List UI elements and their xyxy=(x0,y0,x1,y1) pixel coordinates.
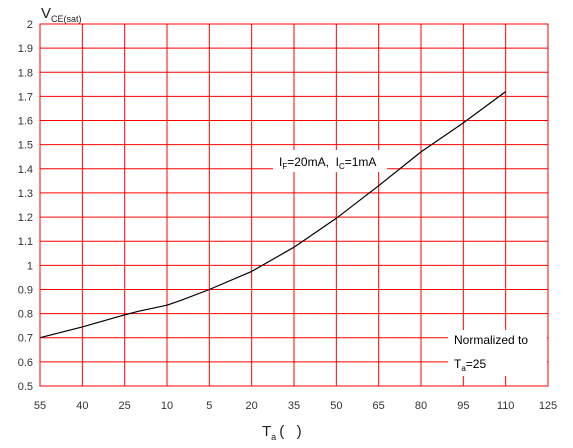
plot-border xyxy=(39,23,549,387)
condition-label: IF=20mA, IC=1mA xyxy=(279,155,376,171)
condition-label-c-sub: C xyxy=(339,162,345,171)
y-tick-label: 1.2 xyxy=(18,212,33,224)
normalized-label-a-sub: a xyxy=(461,364,466,373)
x-axis-title-sub: a xyxy=(271,432,276,442)
x-tick-label: 10 xyxy=(161,400,173,412)
normalized-label-line2: Ta=25 xyxy=(454,357,486,373)
series-line xyxy=(39,91,507,339)
normalized-label-background xyxy=(448,330,547,376)
x-tick-label: 5 xyxy=(206,400,212,412)
y-tick-label: 1.1 xyxy=(18,236,33,248)
y-tick-label: 1.9 xyxy=(18,43,33,55)
condition-label-i: I xyxy=(279,155,282,169)
y-tick-label: 1.7 xyxy=(18,91,33,103)
normalized-label-line1: Normalized to xyxy=(454,333,528,347)
y-tick-label: 1.6 xyxy=(18,116,33,128)
x-tick-label: 125 xyxy=(539,400,557,412)
x-axis-title: Ta( ) xyxy=(262,423,302,442)
y-axis-title-main: V xyxy=(41,5,51,22)
y-tick-label: 1.8 xyxy=(18,67,33,79)
y-tick-label: 1.3 xyxy=(18,188,33,200)
condition-label-background xyxy=(273,150,387,172)
y-tick-label: 1 xyxy=(27,260,33,272)
y-tick-labels: 0.5 0.6 0.7 0.8 0.9 1 1.1 1.2 1.3 1.4 1.5 1.6 1.7 1.8… xyxy=(18,19,33,393)
y-tick-label: 0.6 xyxy=(18,357,33,369)
x-tick-label: 80 xyxy=(415,400,427,412)
x-tick-labels: 55 40 25 10 5 20 35 50 65 80 95 110 125 xyxy=(34,400,557,412)
y-tick-label: 0.8 xyxy=(18,309,33,321)
y-tick-label: 2 xyxy=(27,19,33,31)
y-tick-label: 1.4 xyxy=(18,164,33,176)
series-layer xyxy=(39,91,507,339)
x-tick-label: 20 xyxy=(246,400,258,412)
normalized-label-value: =25 xyxy=(466,357,487,371)
y-axis-title-sub: CE(sat) xyxy=(51,14,82,24)
x-tick-label: 110 xyxy=(497,400,515,412)
condition-label-ic-value: =1mA xyxy=(345,155,377,169)
x-axis-title-main: T xyxy=(262,423,271,440)
y-axis-title: VCE(sat) xyxy=(41,5,82,24)
x-tick-label: 95 xyxy=(457,400,469,412)
x-axis-title-unit: ( ) xyxy=(279,423,302,440)
y-tick-label: 0.5 xyxy=(18,381,33,393)
normalized-label-t: T xyxy=(454,357,462,371)
condition-label-f-sub: F xyxy=(282,162,287,171)
y-tick-label: 1.5 xyxy=(18,140,33,152)
x-tick-label: 65 xyxy=(373,400,385,412)
x-tick-label: 35 xyxy=(288,400,300,412)
x-tick-label: 25 xyxy=(119,400,131,412)
y-tick-label: 0.7 xyxy=(18,333,33,345)
x-tick-label: 50 xyxy=(330,400,342,412)
y-tick-label: 0.9 xyxy=(18,284,33,296)
x-tick-label: 55 xyxy=(34,400,46,412)
x-tick-label: 40 xyxy=(76,400,88,412)
condition-label-if-value: =20mA, I xyxy=(287,155,339,169)
